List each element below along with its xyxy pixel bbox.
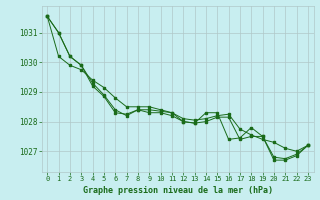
- X-axis label: Graphe pression niveau de la mer (hPa): Graphe pression niveau de la mer (hPa): [83, 186, 273, 195]
